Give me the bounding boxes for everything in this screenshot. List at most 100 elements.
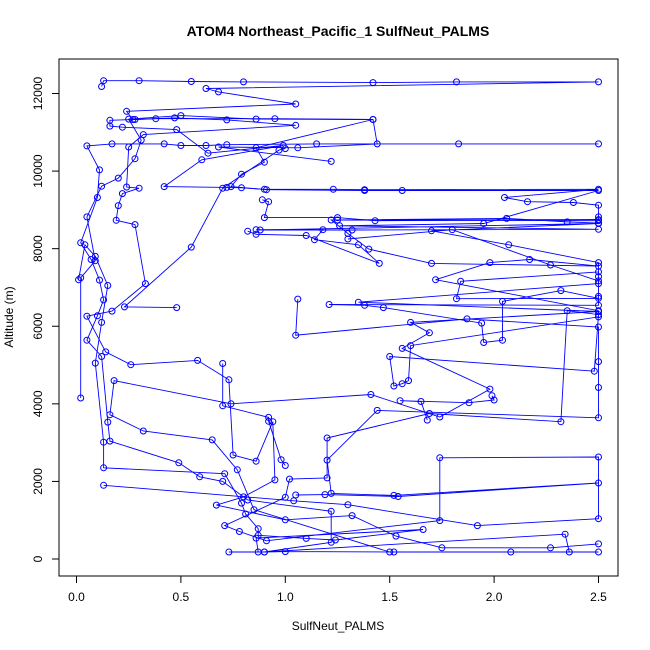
data-point <box>271 476 279 484</box>
data-point <box>100 481 108 489</box>
data-point <box>292 331 300 339</box>
data-point <box>453 295 460 303</box>
data-point <box>595 280 602 288</box>
data-point <box>91 359 99 367</box>
y-tick-label: 10000 <box>31 154 45 188</box>
data-point <box>547 544 554 552</box>
data-point <box>425 410 433 417</box>
data-point <box>595 259 602 267</box>
data-point <box>373 140 381 148</box>
data-point <box>595 277 602 285</box>
data-point <box>361 301 369 309</box>
data-point <box>91 252 99 260</box>
data-point <box>327 216 335 224</box>
x-tick-label: 2.5 <box>590 590 607 604</box>
data-point <box>569 199 577 206</box>
data-point <box>77 239 85 247</box>
data-point <box>160 183 168 191</box>
points-layer <box>75 77 602 556</box>
data-point <box>565 548 573 556</box>
data-point <box>371 217 379 225</box>
data-point <box>96 276 103 284</box>
data-point <box>386 353 394 360</box>
series-line <box>247 229 380 264</box>
data-point <box>137 136 145 144</box>
data-point <box>98 182 106 190</box>
data-point <box>547 261 554 269</box>
data-point <box>281 462 289 469</box>
data-point <box>294 144 302 152</box>
data-point <box>223 116 231 124</box>
series-line <box>123 148 286 309</box>
data-point <box>526 256 534 263</box>
data-point <box>463 315 471 323</box>
data-point <box>417 398 425 405</box>
data-point <box>557 418 565 426</box>
data-point <box>260 214 268 222</box>
data-point <box>100 296 108 304</box>
data-point <box>373 406 381 414</box>
data-point <box>438 544 446 552</box>
data-point <box>173 126 181 134</box>
data-point <box>83 312 91 320</box>
series-line <box>329 229 599 344</box>
data-point <box>238 499 245 507</box>
data-point <box>202 142 210 149</box>
data-point <box>331 536 339 544</box>
data-point <box>563 307 571 315</box>
data-point <box>139 427 147 435</box>
data-point <box>453 78 460 86</box>
data-point <box>292 100 300 108</box>
data-point <box>407 318 415 326</box>
data-point <box>244 227 252 235</box>
data-point <box>281 145 289 153</box>
data-point <box>423 416 431 424</box>
data-point <box>281 516 289 524</box>
data-point <box>344 235 352 243</box>
data-point <box>465 399 473 407</box>
data-point <box>152 115 160 123</box>
data-point <box>108 307 116 315</box>
x-tick-label: 0.0 <box>68 590 85 604</box>
data-point <box>187 243 195 251</box>
data-point <box>96 166 103 174</box>
data-point <box>173 304 181 312</box>
data-point <box>219 360 227 367</box>
data-point <box>219 477 227 485</box>
data-point <box>486 385 494 393</box>
data-point <box>319 226 327 234</box>
x-tick-label: 1.0 <box>277 590 294 604</box>
y-tick-label: 6000 <box>31 313 45 340</box>
data-point <box>123 107 131 115</box>
data-point <box>595 273 602 281</box>
data-point <box>281 493 289 501</box>
data-point <box>354 241 362 249</box>
data-point <box>198 156 206 164</box>
data-point <box>106 122 114 130</box>
data-point <box>329 185 337 193</box>
x-axis-label: SulfNeut_PALMS <box>292 619 385 633</box>
data-point <box>392 532 400 540</box>
data-point <box>271 115 279 123</box>
data-point <box>507 548 515 556</box>
data-point <box>265 198 273 206</box>
data-point <box>590 367 598 375</box>
data-point <box>194 356 202 364</box>
data-point <box>135 77 143 85</box>
data-point <box>177 112 185 120</box>
data-point <box>478 319 486 327</box>
data-point <box>102 348 110 356</box>
data-point <box>208 436 216 444</box>
data-point <box>595 268 602 276</box>
data-point <box>499 336 506 344</box>
y-tick-label: 2000 <box>31 468 45 495</box>
data-point <box>323 434 331 442</box>
data-point <box>171 114 179 122</box>
data-point <box>457 277 465 285</box>
data-point <box>490 396 498 404</box>
data-point <box>252 230 260 238</box>
data-point <box>344 501 352 509</box>
series-line <box>295 299 599 497</box>
data-point <box>327 507 335 515</box>
x-tick-label: 1.5 <box>381 590 398 604</box>
